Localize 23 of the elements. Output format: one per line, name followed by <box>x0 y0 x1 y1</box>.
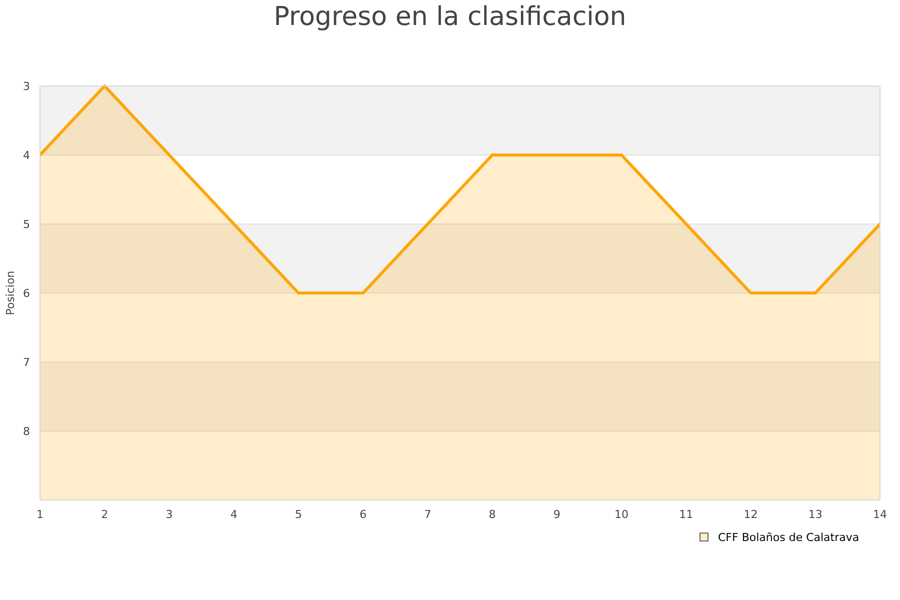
y-tick-label: 3 <box>23 80 30 93</box>
x-tick-label: 5 <box>294 508 302 521</box>
x-tick-label: 13 <box>808 508 822 521</box>
y-tick-label: 4 <box>23 148 30 162</box>
x-tick-label: 8 <box>488 508 496 521</box>
y-tick-label: 5 <box>23 218 30 231</box>
chart-title: Progreso en la clasificacion <box>274 2 626 32</box>
x-tick-label: 14 <box>873 508 887 521</box>
x-tick-label: 10 <box>614 508 629 521</box>
x-tick-label: 11 <box>679 508 694 521</box>
x-tick-label: 3 <box>166 508 173 521</box>
x-tick-label: 2 <box>101 508 108 521</box>
x-tick-label: 9 <box>553 508 560 521</box>
y-tick-label: 6 <box>23 286 30 300</box>
y-tick-label: 8 <box>23 424 30 438</box>
legend-label: CFF Bolaños de Calatrava <box>718 530 860 544</box>
x-tick-label: 1 <box>36 508 44 521</box>
x-tick-label: 7 <box>424 508 432 521</box>
x-tick-label: 12 <box>744 508 758 521</box>
x-tick-label: 6 <box>360 508 367 521</box>
y-tick-label: 7 <box>23 356 30 369</box>
y-axis-title: Posicion <box>4 270 17 316</box>
x-tick-label: 4 <box>230 508 238 521</box>
